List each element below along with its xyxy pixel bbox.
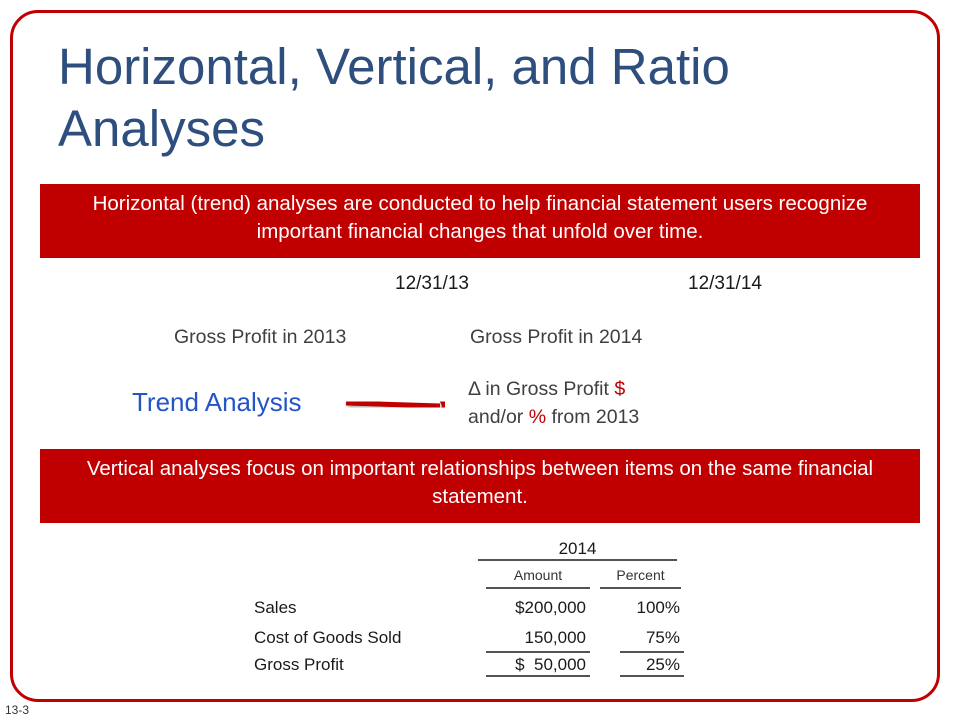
row-cogs-amount: 150,000	[524, 628, 586, 647]
row-cogs-label: Cost of Goods Sold	[254, 628, 402, 647]
row-gross-profit-label: Gross Profit	[254, 655, 344, 674]
dollar-symbol: $	[614, 378, 626, 400]
row-cogs-percent: 75%	[645, 628, 680, 647]
slide-frame	[10, 10, 940, 702]
delta-line-2: and/or % from 2013	[468, 403, 639, 431]
delta-line-1: Δ in Gross Profit $	[468, 375, 639, 403]
gross-profit-2013-label: Gross Profit in 2013	[174, 326, 347, 348]
timeline-date-2014: 12/31/14	[688, 273, 762, 294]
table-amount-header: Amount	[513, 567, 563, 583]
row-sales-amount: $200,000	[515, 598, 586, 617]
delta-gross-profit-text: Δ in Gross Profit $ and/or % from 2013	[468, 375, 639, 431]
row-gross-profit-amount: $ 50,000	[515, 655, 586, 674]
delta-line-1-text: Δ in Gross Profit	[468, 378, 615, 400]
row-gross-profit-percent: 25%	[645, 655, 680, 674]
trend-analysis-label: Trend Analysis	[132, 387, 302, 417]
delta-line-2-suffix: from 2013	[546, 406, 640, 428]
table-year-header: 2014	[558, 539, 597, 558]
gross-profit-2014-label: Gross Profit in 2014	[470, 326, 643, 348]
slide-title: Horizontal, Vertical, and Ratio Analyses	[58, 38, 730, 157]
vertical-analysis-banner: Vertical analyses focus on important rel…	[40, 449, 920, 523]
trend-arrow	[345, 397, 454, 414]
page-number: 13-3	[5, 703, 30, 717]
row-sales-label: Sales	[254, 598, 297, 617]
percent-symbol: %	[528, 406, 547, 428]
row-sales-percent: 100%	[636, 598, 680, 617]
horizontal-analysis-banner: Horizontal (trend) analyses are conducte…	[40, 184, 920, 258]
delta-line-2-prefix: and/or	[468, 406, 529, 428]
table-percent-header: Percent	[616, 567, 665, 583]
timeline-date-2013: 12/31/13	[395, 273, 469, 294]
